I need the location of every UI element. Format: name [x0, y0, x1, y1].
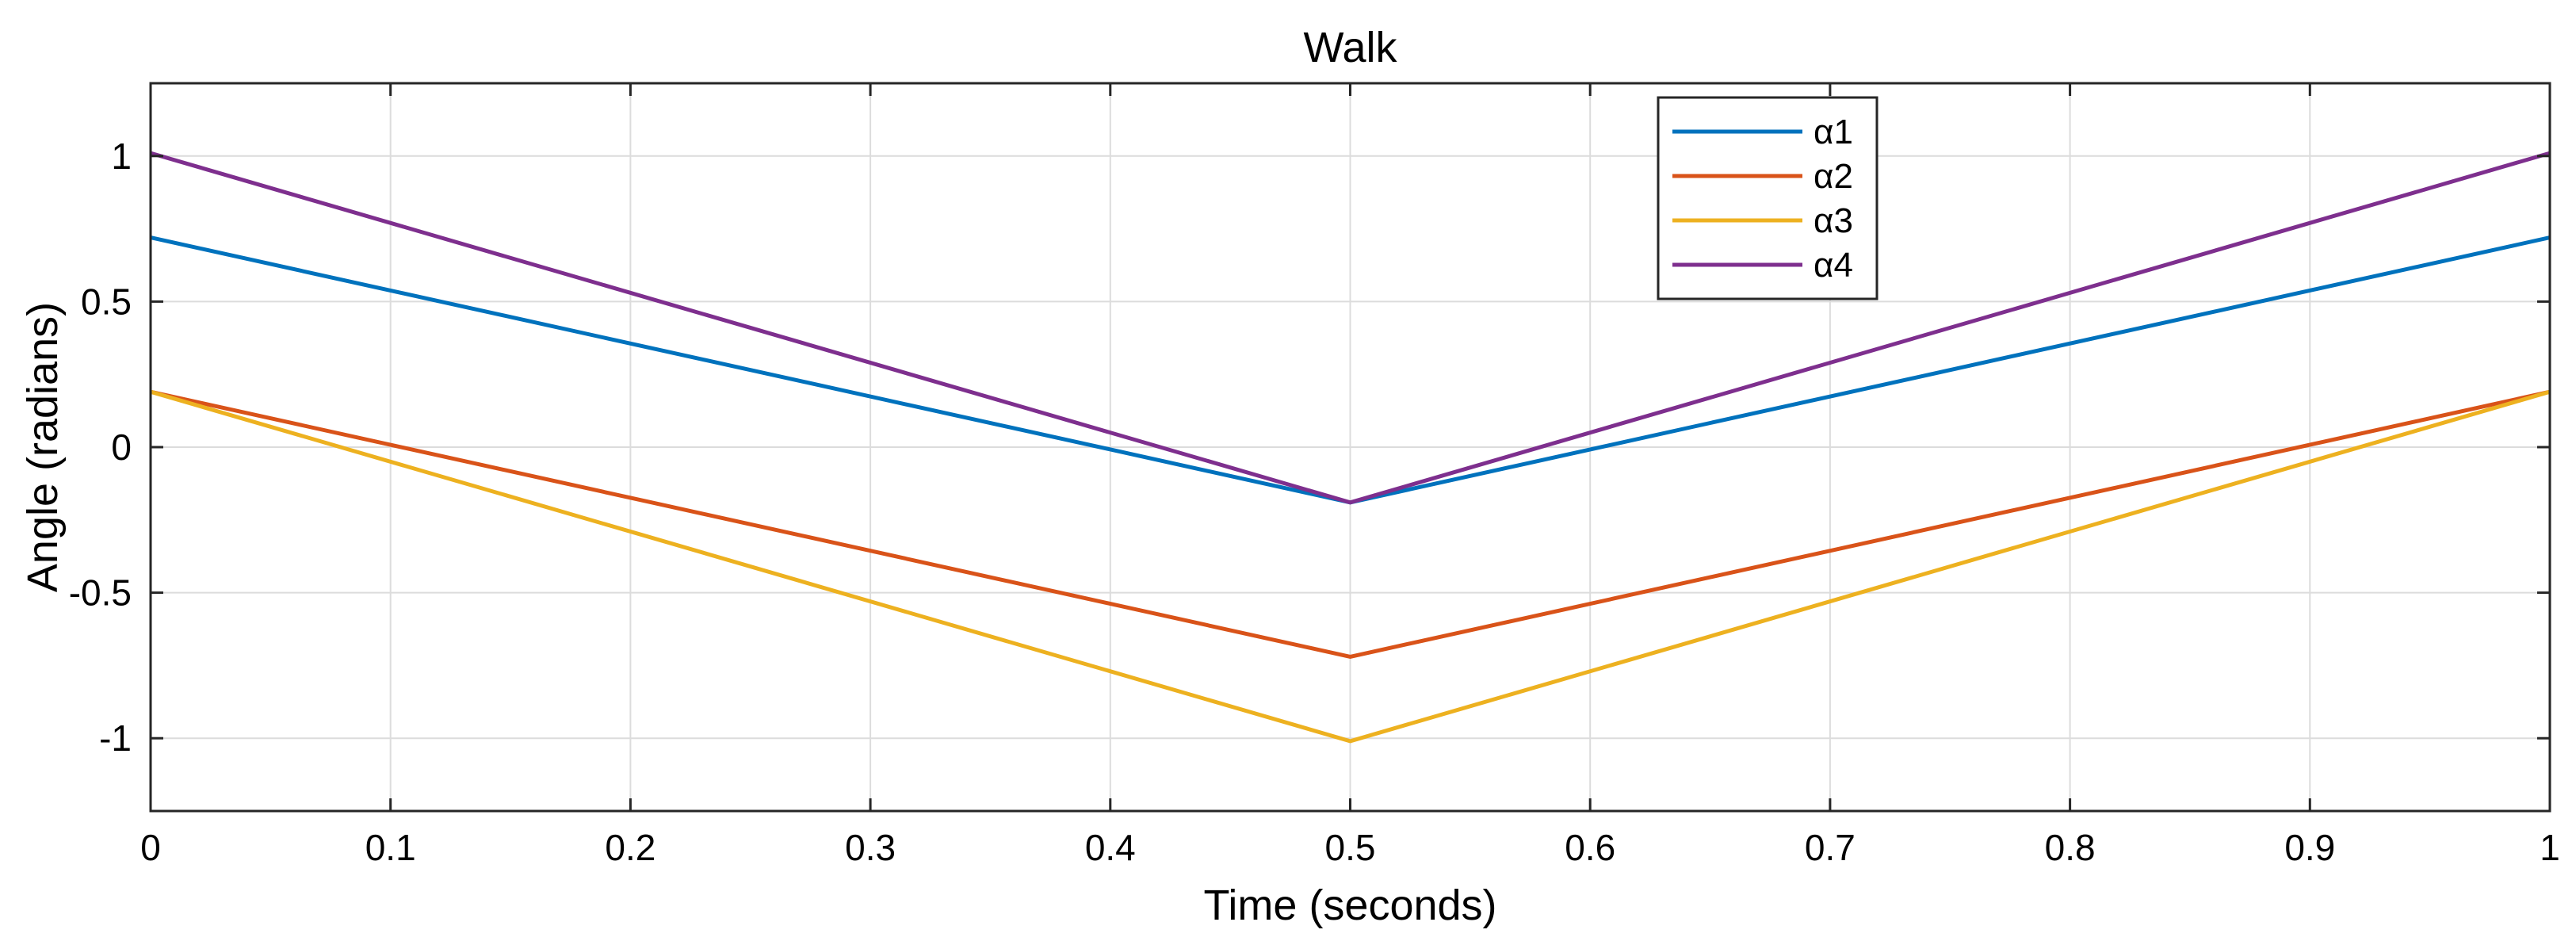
x-tick-label: 0.2: [605, 827, 655, 868]
y-tick-label: -0.5: [69, 572, 132, 614]
x-tick-label: 0.4: [1085, 827, 1136, 868]
series-line-α3: [150, 389, 2551, 744]
y-tick-label: 0.5: [81, 281, 132, 322]
series-line-α2: [150, 389, 2551, 659]
y-tick-label: 1: [111, 136, 132, 177]
legend: α1 α2 α3 α4: [1657, 96, 1878, 300]
x-axis-title: Time (seconds): [1203, 882, 1496, 929]
x-tick-label: 0.5: [1325, 827, 1376, 868]
y-axis-tick-labels: 1 0.5 0 -0.5 -1: [69, 136, 132, 759]
x-axis-tick-labels: 0 0.1 0.2 0.3 0.4 0.5 0.6 0.7 0.8 0.9 1: [140, 827, 2560, 868]
legend-label-α4: α4: [1814, 246, 1853, 285]
y-tick-label: -1: [99, 717, 132, 759]
legend-label-α2: α2: [1814, 157, 1853, 196]
x-tick-label: 0.3: [845, 827, 896, 868]
series-line-α4: [150, 151, 2551, 505]
legend-label-α1: α1: [1814, 113, 1853, 151]
x-tick-label: 0: [140, 827, 161, 868]
x-tick-label: 1: [2540, 827, 2560, 868]
x-tick-label: 0.9: [2284, 827, 2335, 868]
tick-marks: [149, 83, 2551, 811]
x-tick-label: 0.1: [365, 827, 416, 868]
legend-label-α3: α3: [1814, 201, 1853, 240]
y-tick-label: 0: [111, 427, 132, 468]
y-axis-title: Angle (radians): [19, 302, 67, 592]
grid: [150, 83, 2551, 811]
series-lines: [150, 151, 2551, 744]
chart-title: Walk: [1304, 24, 1398, 71]
x-tick-label: 0.8: [2045, 827, 2096, 868]
x-tick-label: 0.6: [1565, 827, 1615, 868]
x-tick-label: 0.7: [1805, 827, 1856, 868]
